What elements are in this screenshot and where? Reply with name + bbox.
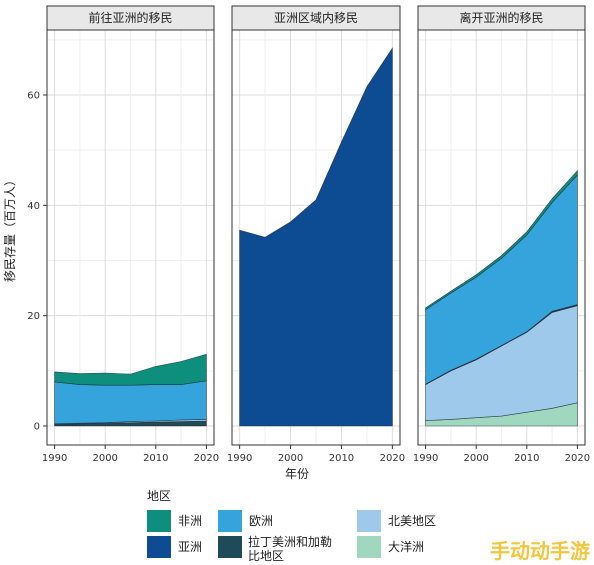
facet-title: 前往亚洲的移民: [88, 10, 172, 25]
legend-label-asia: 亚洲: [178, 540, 202, 554]
area-africa: [425, 169, 578, 311]
legend-swatch-africa: [147, 510, 171, 532]
facet-strip: [46, 5, 215, 31]
y-tick-label: 40: [27, 201, 40, 212]
x-tick-label: 2010: [329, 453, 354, 464]
x-tick-label: 2000: [463, 453, 488, 464]
area-europe: [54, 380, 207, 425]
legend-label-latam: 拉丁美洲和加勒比地区: [248, 534, 332, 563]
x-tick-label: 1990: [42, 453, 67, 464]
y-tick-label: 20: [27, 311, 40, 322]
y-axis-title: 移民存量（百万人）: [3, 174, 17, 282]
watermark: 手动动手游: [490, 539, 590, 563]
x-tick-label: 1990: [413, 453, 438, 464]
legend-swatch-oceania: [357, 536, 381, 558]
x-tick-label: 1990: [227, 453, 252, 464]
y-tick-label: 60: [27, 91, 40, 102]
area-africa: [54, 353, 207, 386]
area-asia: [239, 47, 393, 427]
legend-swatch-europe: [218, 510, 242, 532]
panel-frame: [46, 29, 215, 446]
x-tick-label: 2000: [92, 453, 117, 464]
x-tick-label: 2000: [278, 453, 303, 464]
x-tick-label: 2020: [565, 453, 590, 464]
facet-panels: 前往亚洲的移民 1990 2000 2010 2020 0 20 40 60 亚洲区域内移民 199…: [27, 5, 590, 464]
facet-title: 亚洲区域内移民: [274, 11, 358, 25]
legend-swatch-northamerica: [357, 510, 381, 532]
panel-2: 亚洲区域内移民 1990 2000 2010 2020: [227, 5, 405, 464]
legend-label-europe: 欧洲: [249, 514, 273, 528]
panel-frame: [231, 29, 401, 446]
panel-1: 前往亚洲的移民 1990 2000 2010 2020 0 20 40 60: [27, 5, 219, 464]
legend-swatch-latam: [218, 536, 242, 558]
y-tick-label: 0: [34, 422, 40, 433]
x-axis-title: 年份: [285, 467, 309, 481]
x-tick-label: 2020: [380, 453, 405, 464]
legend-label-oceania: 大洋洲: [388, 539, 424, 554]
legend-swatch-asia: [147, 536, 171, 558]
legend-label-northamerica: 北美地区: [388, 514, 436, 528]
x-tick-label: 2010: [143, 453, 168, 464]
panel-frame: [417, 29, 586, 446]
facet-title: 离开亚洲的移民: [459, 10, 543, 25]
x-tick-label: 2010: [514, 453, 539, 464]
panel-3: 离开亚洲的移民 1990 2000 2010 2020: [413, 5, 590, 464]
legend-title: 地区: [147, 489, 171, 503]
legend-label-africa: 非洲: [178, 514, 202, 528]
x-tick-label: 2020: [194, 453, 219, 464]
